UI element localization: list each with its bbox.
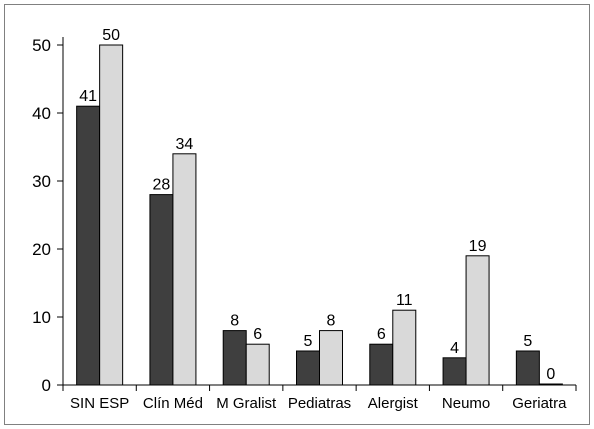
y-tick-label: 0	[42, 376, 51, 395]
bar-value-label: 50	[102, 27, 120, 44]
bar	[172, 153, 197, 386]
bar	[465, 255, 490, 386]
bar	[296, 350, 320, 386]
bar-value-label: 4	[450, 340, 459, 357]
bar-value-label: 41	[79, 88, 97, 105]
bar	[76, 105, 101, 386]
x-category-label: Geriatra	[512, 395, 567, 412]
x-category-label: Clín Méd	[143, 395, 203, 412]
bar-value-label: 28	[153, 177, 171, 194]
y-tick-label: 10	[32, 308, 51, 327]
x-category-label: Neumo	[442, 395, 490, 412]
bar-value-label: 11	[396, 292, 413, 309]
bar-value-label: 8	[230, 313, 239, 330]
bar	[369, 343, 394, 386]
bar	[149, 194, 174, 386]
y-tick-label: 50	[32, 36, 51, 55]
bar	[319, 330, 343, 386]
bar	[442, 357, 467, 386]
bar	[245, 343, 270, 386]
y-tick-label: 40	[32, 104, 51, 123]
bar-value-label: 5	[523, 333, 532, 350]
bar-value-label: 6	[377, 326, 386, 343]
bar-value-label: 0	[546, 366, 555, 383]
bar-value-label: 19	[469, 238, 487, 255]
bar	[392, 309, 417, 386]
bar	[222, 330, 247, 386]
y-tick-label: 30	[32, 172, 51, 191]
x-category-label: M Gralist	[216, 395, 277, 412]
x-category-label: SIN ESP	[70, 395, 129, 412]
bar-value-label: 5	[304, 333, 313, 350]
bar-value-label: 8	[327, 313, 336, 330]
x-category-label: Pediatras	[288, 395, 351, 412]
x-category-label: Alergist	[368, 395, 419, 412]
y-tick-label: 20	[32, 240, 51, 259]
bar	[515, 350, 540, 386]
bar-value-label: 6	[253, 326, 262, 343]
bar	[99, 44, 124, 386]
bar	[538, 383, 563, 386]
bar-value-label: 34	[176, 136, 194, 153]
